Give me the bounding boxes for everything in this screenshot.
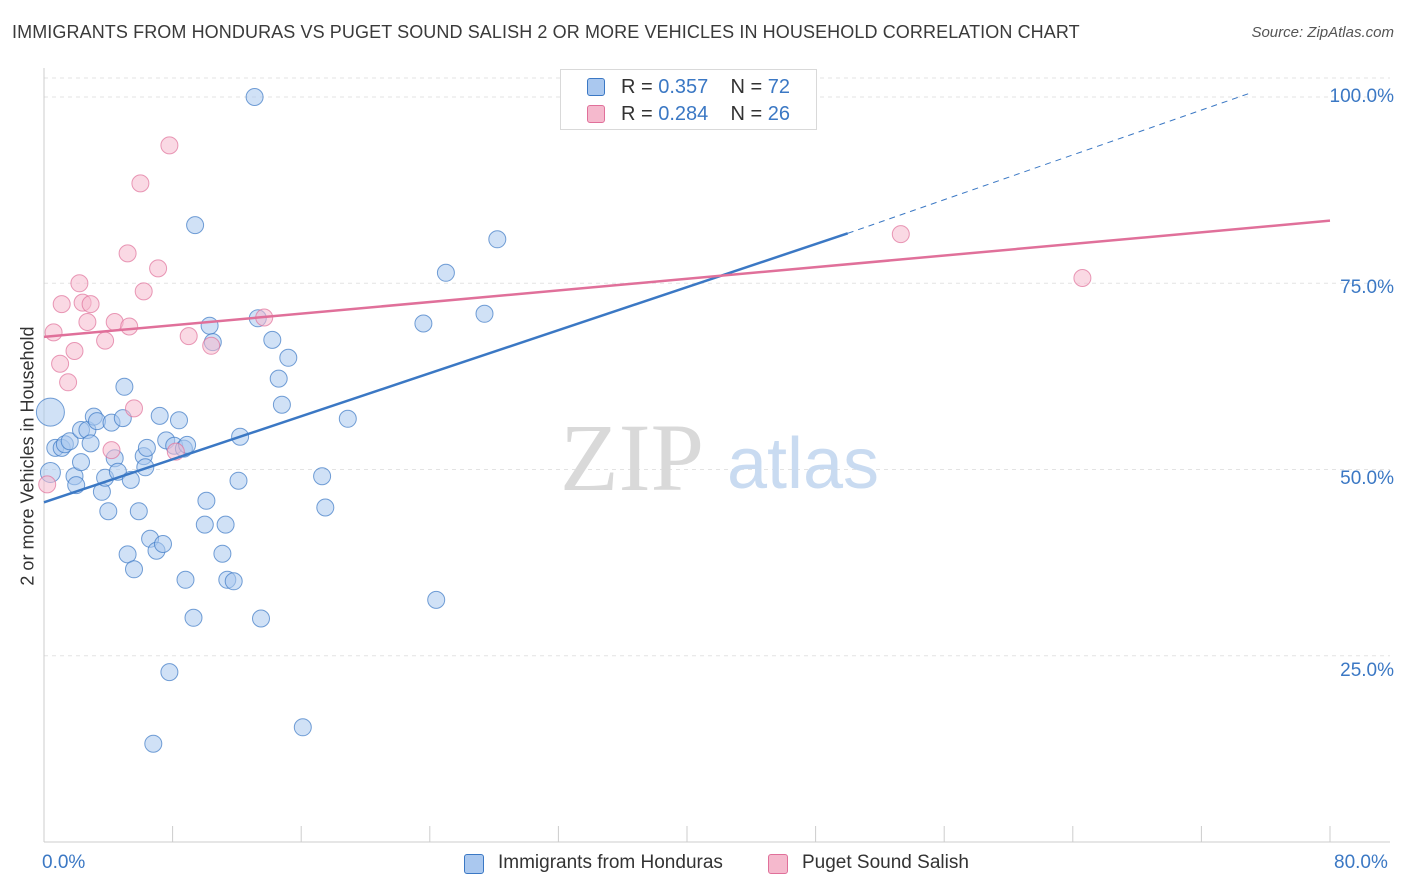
data-point-salish [134,282,153,301]
legend-text-honduras: R = 0.357 N = 72 [621,76,790,99]
data-point-salish [38,475,57,494]
legend-r-value-salish: 0.284 [658,103,709,125]
data-point-salish [59,373,78,392]
data-point-salish [52,295,71,314]
data-point-honduras [252,609,270,628]
bottom-legend-swatch-honduras [464,854,484,874]
data-point-honduras [338,409,357,428]
data-point-honduras [200,316,219,335]
data-point-honduras [436,263,455,282]
data-point-honduras [99,502,118,521]
data-point-honduras [144,734,163,753]
data-point-honduras [313,467,332,486]
data-point-honduras [272,395,291,414]
data-point-salish [160,136,179,155]
trend-layer [43,92,1331,504]
chart-title: IMMIGRANTS FROM HONDURAS VS PUGET SOUND … [12,22,1080,42]
data-point-honduras [293,718,312,737]
bottom-legend-label-honduras: Immigrants from Honduras [498,852,723,873]
y-tick-label-75: 75.0% [1340,277,1394,298]
data-point-honduras [150,406,169,425]
data-point-salish [102,441,121,460]
data-point-honduras [245,88,264,106]
data-point-honduras [176,570,195,589]
data-point-salish [51,354,70,373]
data-point-honduras [60,432,79,451]
data-point-salish [81,295,100,314]
legend-r-label: R = [621,103,653,125]
legend-swatch-salish [587,105,605,123]
watermark-atlas: atlas [727,424,879,504]
watermark-zip: ZIP [560,404,704,511]
y-tick-label-50: 50.0% [1340,468,1394,489]
data-point-salish [70,274,89,293]
data-point-salish [149,259,168,278]
data-point-salish [891,225,910,244]
data-point-salish [78,313,97,331]
data-point-salish [179,327,198,346]
legend-r-label: R = [621,76,653,98]
data-point-honduras [195,515,214,534]
data-point-honduras [427,590,446,609]
legend-n-value-salish: 26 [767,103,791,125]
data-point-salish [125,399,143,418]
data-point-honduras [229,471,248,490]
legend-n-label: N = [730,103,763,125]
data-point-honduras [475,304,494,323]
data-point-honduras [118,545,137,564]
data-point-honduras [197,491,216,510]
data-point-salish [120,317,139,336]
data-point-salish [118,244,137,263]
trendline-salish [43,219,1331,339]
points-layer [35,88,1092,753]
data-point-salish [1073,269,1092,287]
data-point-honduras [414,314,433,333]
data-point-honduras [160,663,179,682]
legend-n-label: N = [730,76,763,98]
data-point-honduras [316,498,335,517]
data-point-honduras [224,572,243,591]
data-point-salish [131,174,150,193]
bottom-legend-swatch-salish [768,854,788,874]
data-point-honduras [129,502,148,521]
trendline-honduras-extension [847,92,1250,234]
data-point-honduras [488,230,507,249]
y-tick-label-100: 100.0% [1329,86,1394,107]
data-point-honduras [216,515,235,534]
data-point-honduras [184,608,203,627]
watermark: ZIP atlas [560,404,879,511]
axis-layer [43,68,1390,843]
data-point-honduras [269,369,288,388]
data-point-honduras [81,434,100,453]
legend-text-salish: R = 0.284 N = 26 [621,103,790,126]
bottom-legend-label-salish: Puget Sound Salish [802,852,969,873]
data-point-honduras [115,377,134,396]
data-point-honduras [263,330,282,349]
legend-swatch-honduras [587,78,605,96]
x-tick-label-max: 80.0% [1334,852,1388,873]
legend-r-value-honduras: 0.357 [658,76,709,98]
data-point-salish [96,331,115,350]
data-point-honduras [72,453,90,472]
data-point-honduras [125,560,143,579]
data-point-honduras [186,216,205,235]
data-point-honduras [137,438,156,457]
x-tick-label-min: 0.0% [42,852,86,873]
data-point-honduras [154,535,172,553]
grid-layer [44,77,1390,657]
source-label: Source: ZipAtlas.com [1251,24,1394,41]
data-point-salish [65,342,84,360]
trendline-honduras [43,232,849,504]
data-point-salish [202,336,221,355]
legend-n-value-honduras: 72 [767,76,791,98]
data-point-honduras [213,544,232,563]
data-point-honduras [170,411,188,430]
data-point-honduras [279,348,298,367]
data-point-salish [44,323,63,342]
data-point-honduras [35,397,65,427]
y-axis-label: 2 or more Vehicles in Household [17,326,38,586]
correlation-legend: R = 0.357 N = 72 R = 0.284 N = 26 [560,69,817,130]
y-tick-label-25: 25.0% [1340,660,1394,681]
